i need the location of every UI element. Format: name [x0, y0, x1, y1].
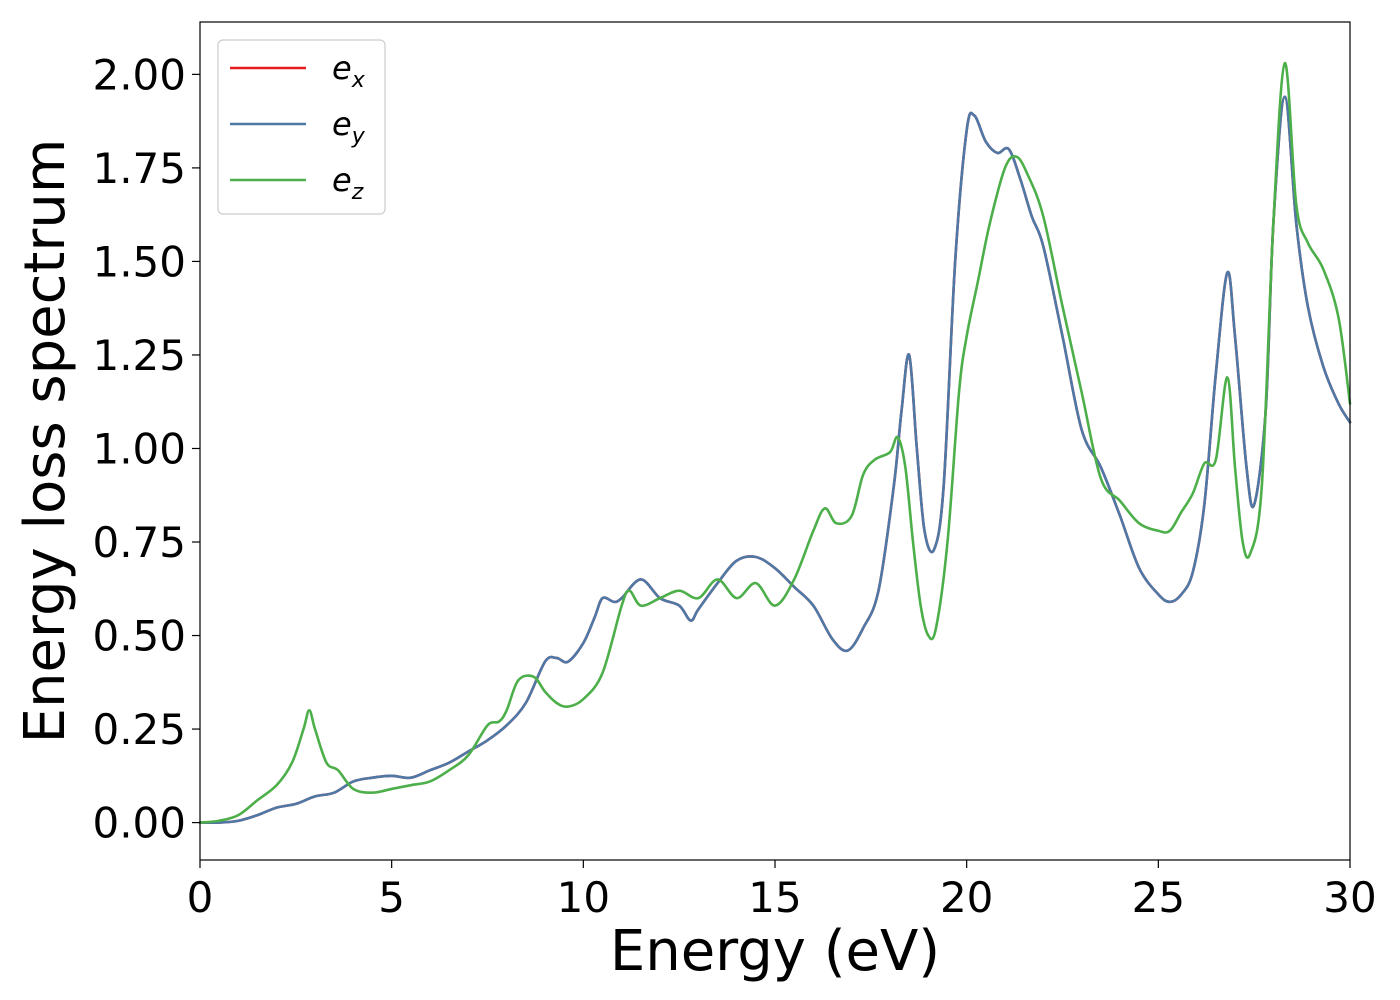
legend-box: [217, 39, 386, 215]
y-tick-label: 1.50: [92, 237, 186, 286]
plot-area: [200, 22, 1350, 860]
y-tick-label: 0.00: [92, 799, 186, 848]
y-tick-label: 1.75: [92, 144, 186, 193]
legend-label-x: ex: [332, 49, 366, 93]
x-axis-label: Energy (eV): [610, 919, 940, 984]
x-tick-label: 10: [557, 873, 610, 922]
legend: ex ey ez: [217, 39, 386, 215]
legend-label-y: ey: [332, 105, 366, 149]
x-tick-label: 30: [1323, 873, 1376, 922]
y-tick-label: 2.00: [92, 50, 186, 99]
series-line-y: [198, 95, 1352, 825]
y-axis-ticks: 0.00 0.25 0.50 0.75 1.00 1.25 1.50 1.75 2.00: [92, 50, 200, 848]
x-tick-label: 20: [940, 873, 993, 922]
x-tick-label: 5: [378, 873, 405, 922]
x-tick-label: 25: [1132, 873, 1185, 922]
y-tick-label: 0.25: [92, 705, 186, 754]
y-tick-label: 1.25: [92, 331, 186, 380]
y-tick-label: 1.00: [92, 424, 186, 473]
series-lines: [198, 61, 1352, 825]
series-line-z: [198, 61, 1352, 824]
x-tick-label: 0: [187, 873, 214, 922]
legend-label-z: ez: [332, 161, 364, 205]
y-axis-label: Energy loss spectrum: [13, 139, 78, 744]
x-tick-label: 15: [748, 873, 801, 922]
x-axis-ticks: 0 5 10 15 20 25 30: [187, 860, 1377, 922]
y-tick-label: 0.75: [92, 518, 186, 567]
y-tick-label: 0.50: [92, 612, 186, 661]
